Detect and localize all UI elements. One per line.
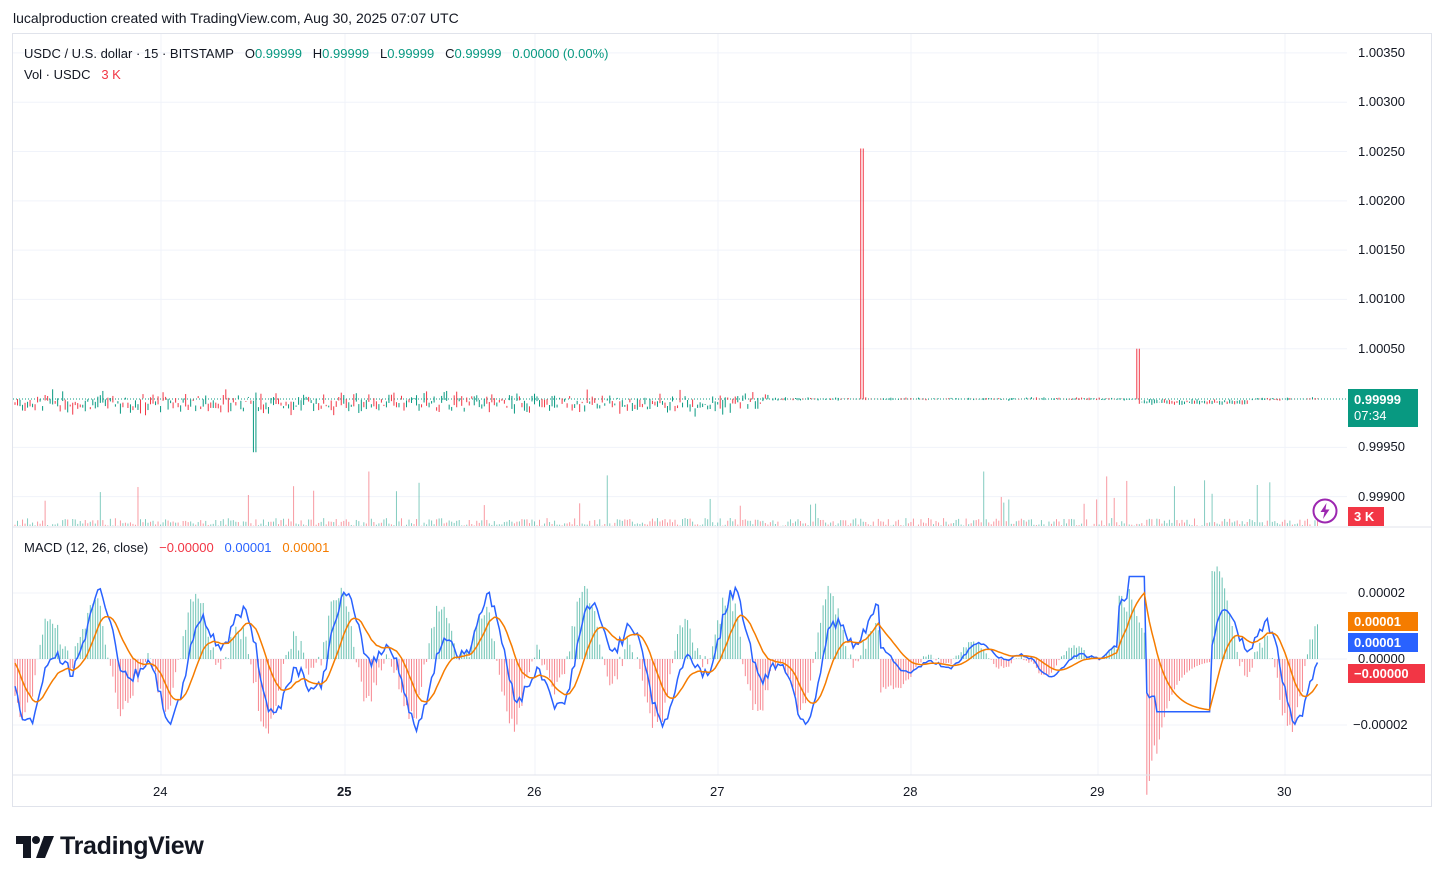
time-axis-label: 30 bbox=[1277, 784, 1292, 799]
price-axis-label: 1.00200 bbox=[1358, 192, 1405, 208]
tradingview-logo-icon bbox=[16, 835, 54, 858]
price-axis-label: 1.00300 bbox=[1358, 94, 1405, 110]
low-value: 0.99999 bbox=[387, 46, 435, 61]
macd-axis-label: 0.00000 bbox=[1358, 651, 1405, 666]
volume-bars bbox=[14, 471, 1318, 526]
open-value: 0.99999 bbox=[254, 46, 302, 61]
last-price-value: 0.99999 bbox=[1354, 392, 1401, 407]
lightning-icon[interactable] bbox=[1312, 498, 1338, 524]
time-axis-label: 27 bbox=[710, 784, 725, 799]
macd-label: MACD (12, 26, close) bbox=[24, 540, 149, 555]
macd-histogram bbox=[14, 566, 1318, 795]
time-axis-label: 28 bbox=[903, 784, 918, 799]
price-axis-label: 1.00350 bbox=[1358, 44, 1405, 60]
volume-legend[interactable]: Vol · USDC 3 K bbox=[24, 67, 121, 82]
volume-value: 3 K bbox=[101, 67, 121, 82]
price-axis-label: 0.99950 bbox=[1358, 439, 1405, 455]
last-price-badge: 0.99999 07:34 bbox=[1348, 389, 1418, 427]
candles bbox=[14, 148, 1318, 453]
tradingview-logo[interactable]: TradingView bbox=[16, 832, 204, 861]
hist-badge: −0.00000 bbox=[1348, 664, 1425, 683]
change-value: 0.00000 (0.00%) bbox=[512, 46, 609, 61]
price-axis-label: 1.00250 bbox=[1358, 143, 1405, 159]
macd-hist-value: −0.00000 bbox=[159, 540, 214, 555]
countdown-value: 07:34 bbox=[1354, 408, 1387, 423]
macd-legend[interactable]: MACD (12, 26, close) −0.00000 0.00001 0.… bbox=[24, 540, 329, 555]
price-axis-label: 1.00100 bbox=[1358, 291, 1405, 307]
time-axis-label: 25 bbox=[337, 784, 352, 799]
macd-signal-value: 0.00001 bbox=[282, 540, 330, 555]
macd-line-value: 0.00001 bbox=[224, 540, 272, 555]
open-label: O bbox=[244, 46, 255, 61]
price-axis-label: 1.00050 bbox=[1358, 340, 1405, 356]
high-label: H bbox=[312, 46, 323, 61]
volume-label: Vol · USDC bbox=[24, 67, 91, 82]
high-value: 0.99999 bbox=[322, 46, 370, 61]
chart-frame[interactable] bbox=[12, 33, 1432, 807]
price-legend[interactable]: USDC / U.S. dollar · 15 · BITSTAMP O0.99… bbox=[24, 46, 608, 61]
time-axis-label: 29 bbox=[1090, 784, 1105, 799]
volume-badge: 3 K bbox=[1348, 507, 1384, 526]
low-label: L bbox=[380, 46, 388, 61]
close-label: C bbox=[445, 46, 455, 61]
macd-axis-label: −0.00002 bbox=[1353, 717, 1408, 732]
time-axis-label: 24 bbox=[153, 784, 168, 799]
tradingview-wordmark: TradingView bbox=[60, 832, 204, 860]
signal-badge: 0.00001 bbox=[1348, 612, 1418, 631]
price-axis-label: 1.00150 bbox=[1358, 242, 1405, 258]
price-axis-label: 0.99900 bbox=[1358, 488, 1405, 504]
macd-badge: 0.00001 bbox=[1348, 633, 1418, 652]
signal-line bbox=[14, 591, 1319, 711]
macd-axis-label: 0.00002 bbox=[1358, 585, 1405, 600]
chart-attribution: lucalproduction created with TradingView… bbox=[13, 10, 459, 26]
close-value: 0.99999 bbox=[454, 46, 502, 61]
symbol-label[interactable]: USDC / U.S. dollar · 15 · BITSTAMP bbox=[24, 46, 234, 61]
time-axis-label: 26 bbox=[527, 784, 542, 799]
